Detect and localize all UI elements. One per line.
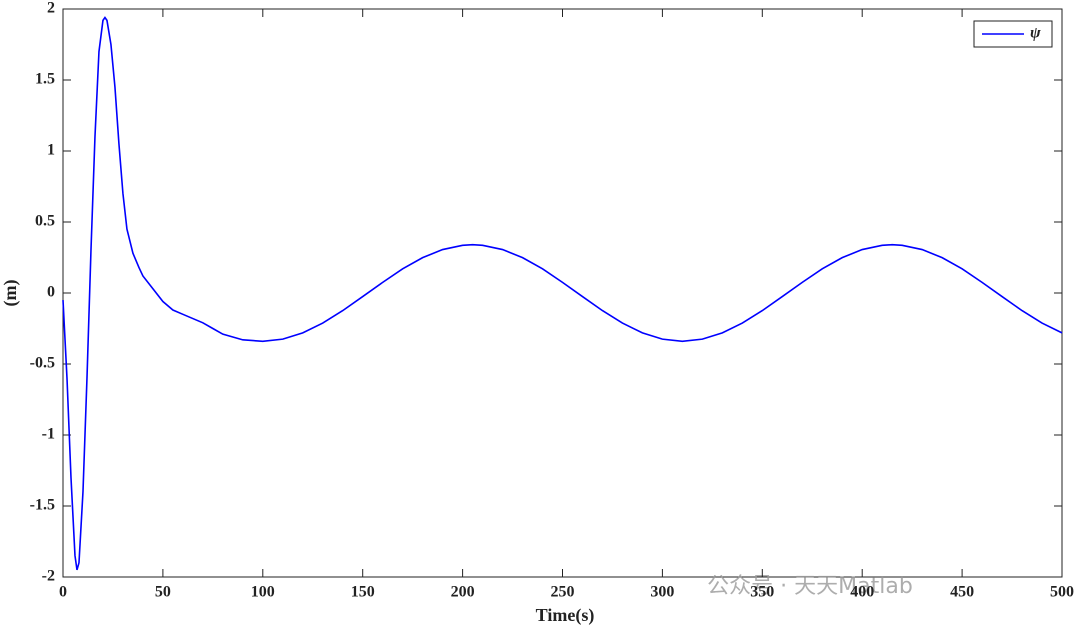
x-tick-label: 350 xyxy=(750,584,774,601)
y-tick-label: 1.5 xyxy=(35,71,55,88)
y-tick-label: 0 xyxy=(47,284,55,301)
x-tick-label: 150 xyxy=(351,584,375,601)
y-axis-label: (m) xyxy=(0,280,21,307)
y-tick-label: -1 xyxy=(42,426,55,443)
x-tick-label: 300 xyxy=(650,584,674,601)
plot-frame xyxy=(62,8,1063,578)
legend-label: ψ xyxy=(1030,25,1041,42)
y-tick-label: -0.5 xyxy=(30,355,55,372)
y-tick-label: -1.5 xyxy=(30,497,55,514)
x-tick-label: 100 xyxy=(251,584,275,601)
y-tick-label: 1 xyxy=(47,142,55,159)
x-tick-label: 200 xyxy=(451,584,475,601)
x-tick-label: 50 xyxy=(155,584,171,601)
y-tick-label: -2 xyxy=(42,568,55,585)
x-axis-label: Time(s) xyxy=(536,605,595,626)
x-tick-label: 400 xyxy=(850,584,874,601)
x-tick-label: 0 xyxy=(59,584,67,601)
data-line xyxy=(62,16,1063,571)
x-tick-label: 500 xyxy=(1050,584,1074,601)
y-tick-label: 2 xyxy=(47,0,55,17)
watermark: 公众号 · 天天Matlab xyxy=(707,574,913,599)
x-tick-label: 450 xyxy=(950,584,974,601)
y-tick-label: 0.5 xyxy=(35,213,55,230)
x-tick-label: 250 xyxy=(551,584,575,601)
